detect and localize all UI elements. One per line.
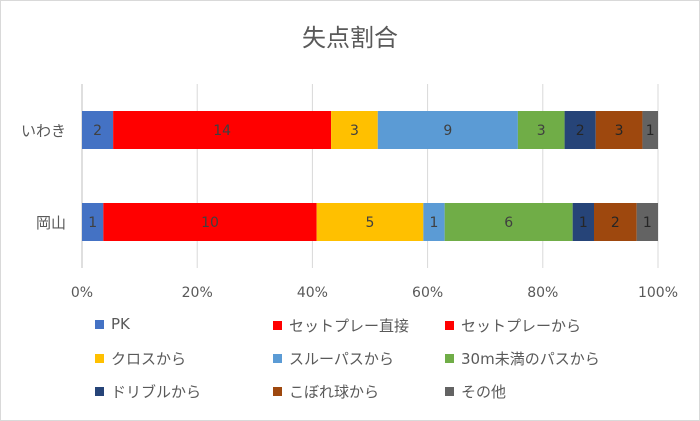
legend-label: ドリブルから — [111, 383, 202, 401]
bar-segment — [423, 203, 445, 241]
data-label: 2 — [576, 123, 585, 139]
data-label: 9 — [443, 123, 452, 139]
legend-item: クロスから — [95, 348, 186, 369]
bar-segment — [113, 111, 332, 149]
bar-segment — [377, 111, 518, 149]
legend-item: その他 — [445, 381, 506, 402]
data-label: 3 — [537, 123, 546, 139]
legend-label: クロスから — [111, 350, 187, 368]
legend-item: ドリブルから — [95, 381, 201, 402]
legend-swatch — [273, 321, 282, 330]
bar-segment — [316, 203, 424, 241]
bar-segment — [572, 203, 594, 241]
x-tick-label: 40% — [297, 285, 328, 301]
data-label: 10 — [201, 215, 219, 231]
data-label: 1 — [430, 215, 439, 231]
bar-segment — [636, 203, 658, 241]
bar-segment — [82, 111, 114, 149]
legend-item: こぼれ球から — [273, 381, 379, 402]
bar-segment — [642, 111, 658, 149]
legend-label: その他 — [461, 383, 507, 401]
data-label: 2 — [611, 215, 620, 231]
legend-label: セットプレー直接 — [289, 317, 410, 335]
bar-segment — [594, 203, 637, 241]
bar-segment — [517, 111, 565, 149]
legend-label: セットプレーから — [461, 317, 582, 335]
data-label: 1 — [579, 215, 588, 231]
legend-label: PK — [111, 315, 130, 333]
data-label: 5 — [366, 215, 375, 231]
data-label: 1 — [646, 123, 655, 139]
x-tick-label: 100% — [638, 285, 678, 301]
chart-legend: PK セットプレー直接 セットプレーからクロスから スルーパスから 30m未満のパスから… — [95, 315, 695, 415]
bar-segment — [103, 203, 317, 241]
legend-item: セットプレーから — [445, 315, 581, 336]
legend-item: 30m未満のパスから — [445, 348, 600, 369]
bar-segment — [331, 111, 378, 149]
x-tick-label: 0% — [71, 285, 93, 301]
bar-segment — [82, 203, 104, 241]
data-label: 2 — [93, 123, 102, 139]
data-label: 3 — [350, 123, 359, 139]
x-tick-label: 20% — [182, 285, 213, 301]
legend-swatch — [445, 354, 454, 363]
x-tick-label: 60% — [412, 285, 443, 301]
bar-segment — [595, 111, 643, 149]
legend-label: 30m未満のパスから — [461, 350, 600, 368]
legend-swatch — [273, 387, 282, 396]
legend-label: こぼれ球から — [289, 383, 380, 401]
legend-item: スルーパスから — [273, 348, 394, 369]
bar-segment — [564, 111, 596, 149]
category-label: 岡山 — [36, 214, 66, 232]
chart-title: 失点割合 — [302, 24, 398, 52]
legend-swatch — [445, 321, 454, 330]
data-label: 14 — [213, 123, 231, 139]
bar-segment — [444, 203, 573, 241]
data-label: 6 — [504, 215, 513, 231]
data-label: 1 — [643, 215, 652, 231]
legend-item: PK — [95, 315, 130, 333]
legend-swatch — [95, 387, 104, 396]
x-tick-label: 80% — [527, 285, 558, 301]
data-label: 3 — [615, 123, 624, 139]
legend-item: セットプレー直接 — [273, 315, 409, 336]
legend-swatch — [273, 354, 282, 363]
legend-swatch — [445, 387, 454, 396]
legend-swatch — [95, 319, 104, 329]
category-label: いわき — [21, 122, 66, 140]
data-label: 1 — [88, 215, 97, 231]
legend-swatch — [95, 354, 104, 363]
legend-label: スルーパスから — [289, 350, 394, 368]
